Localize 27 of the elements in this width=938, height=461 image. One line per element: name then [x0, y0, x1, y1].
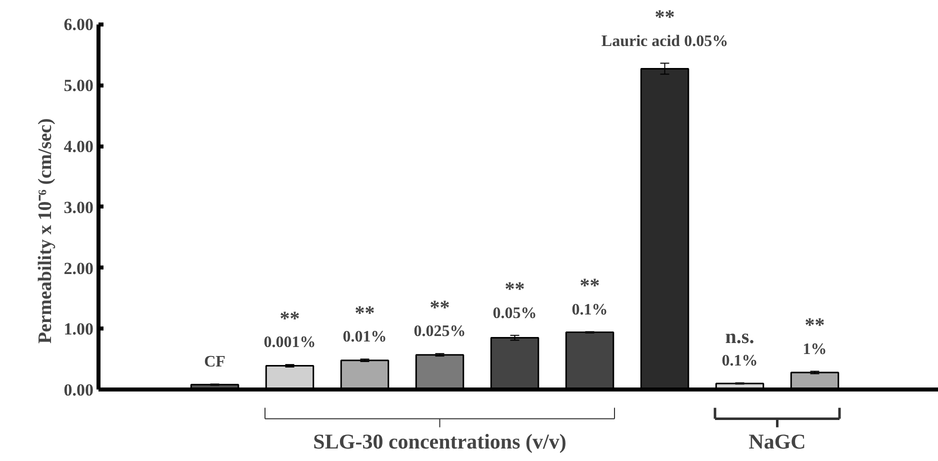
text: SLG-30 concentrations (v/v)	[313, 429, 566, 454]
x-tick-label: CF	[204, 354, 226, 371]
text: NaGC	[748, 429, 806, 454]
x-tick-label: 1%	[802, 340, 827, 358]
x-tick-label: 0.01%	[342, 328, 387, 346]
annotation: **	[804, 314, 825, 337]
annotation: **	[504, 278, 525, 301]
annotation: **	[580, 275, 600, 298]
x-tick-label: 0.1%	[722, 352, 758, 370]
y-tick-label: 2.00	[64, 258, 94, 278]
x-tick-label: 0.025%	[414, 323, 466, 340]
y-tick-label: 0.00	[64, 380, 94, 400]
x-tick-label: Lauric acid 0.05%	[601, 32, 728, 50]
y-tick-label: 3.00	[64, 198, 94, 217]
y-axis-title: Permeability x 10⁻⁶ (cm/sec)	[34, 118, 56, 344]
annotation: **	[430, 296, 450, 319]
annotation: **	[354, 302, 375, 324]
y-tick-label: 1.00	[64, 320, 94, 339]
x-tick-label: 0.001%	[264, 334, 316, 352]
annotation: n.s.	[725, 326, 754, 348]
y-tick-label: 4.00	[64, 137, 94, 156]
x-tick-label: 0.05%	[492, 304, 537, 322]
y-tick-label: 5.00	[64, 76, 94, 96]
y-tick-label: 6.00	[64, 15, 94, 34]
annotation: **	[280, 308, 300, 330]
annotation: **	[654, 6, 675, 29]
x-tick-label: 0.1%	[572, 301, 608, 318]
